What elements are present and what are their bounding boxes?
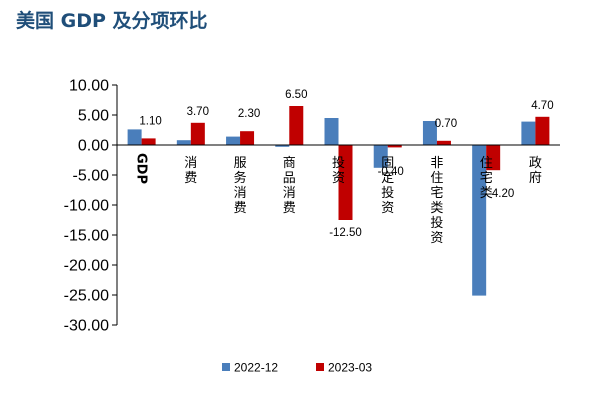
data-label: -4.20	[488, 188, 514, 200]
y-tick-label: 10.00	[69, 78, 109, 95]
bar-2023-03-服务消费	[240, 131, 255, 145]
y-axis: 10.00 5.00 0.00 -5.00 -10.00 -15.00 -20.00 -25.…	[64, 78, 118, 335]
category-label: 住宅类	[480, 156, 493, 201]
legend-swatch	[222, 363, 230, 371]
category-label: 消费	[184, 156, 197, 186]
y-tick-label: -20.00	[64, 258, 109, 275]
category-label: 商品消费	[283, 156, 296, 216]
y-tick-label: -25.00	[64, 288, 109, 305]
category-label: 固定投资	[381, 156, 394, 216]
category-label: 政府	[529, 156, 542, 186]
data-labels: 1.10 3.70 2.30 6.50 -12.50 -0.40 0.70 -4.20 4.70	[139, 89, 553, 239]
data-label: 1.10	[139, 115, 161, 127]
bar-2022-12-服务消费	[226, 136, 241, 145]
category-label: 投资	[332, 155, 345, 186]
y-tick-label: -5.00	[73, 168, 110, 185]
bar-2022-12-商品消费	[275, 145, 290, 147]
bar-2023-03-政府	[535, 116, 550, 145]
data-label: -12.50	[329, 227, 362, 239]
bar-2023-03-商品消费	[289, 106, 304, 145]
chart-title: 美国 GDP 及分项环比	[16, 10, 208, 32]
y-tick-label: 5.00	[78, 108, 109, 125]
y-tick-label: -15.00	[64, 228, 109, 245]
bar-2022-12-固定投资	[373, 145, 388, 168]
bar-2022-12-非住宅类投资	[422, 121, 437, 145]
legend-swatch	[316, 363, 324, 371]
bar-2022-12-政府	[521, 121, 536, 145]
bar-2023-03-住宅类	[486, 145, 501, 171]
y-tick-label: 0.00	[78, 138, 109, 155]
bars	[127, 106, 550, 296]
bar-2023-03-消费	[190, 122, 205, 145]
bar-2023-03-投资	[338, 145, 353, 220]
bar-2022-12-GDP	[127, 129, 142, 145]
y-tick-label: -10.00	[64, 198, 109, 215]
bar-2023-03-固定投资	[387, 145, 402, 148]
data-label: 0.70	[435, 118, 457, 130]
y-tick-label: -30.00	[64, 318, 109, 335]
category-label: 非住宅类投资	[430, 156, 443, 246]
bar-2022-12-投资	[324, 118, 339, 145]
legend: 2022-12 2023-03	[222, 361, 372, 375]
data-label: 4.70	[531, 100, 553, 112]
category-labels: GDP 消费 服务消费 商品消费 投资 固定投资 非住宅类投资 住宅类 政府	[134, 153, 542, 246]
bar-2022-12-住宅类	[472, 145, 487, 296]
data-label: 2.30	[238, 108, 260, 120]
data-label: -0.40	[378, 166, 404, 178]
data-label: 6.50	[285, 89, 307, 101]
data-label: 3.70	[187, 106, 209, 118]
category-label: 服务消费	[234, 156, 247, 216]
category-label: GDP	[134, 153, 149, 184]
bar-2023-03-GDP	[141, 138, 156, 145]
bar-2022-12-消费	[176, 140, 191, 145]
legend-label: 2023-03	[328, 361, 372, 375]
legend-label: 2022-12	[234, 361, 278, 375]
bar-2023-03-非住宅类投资	[436, 140, 451, 145]
